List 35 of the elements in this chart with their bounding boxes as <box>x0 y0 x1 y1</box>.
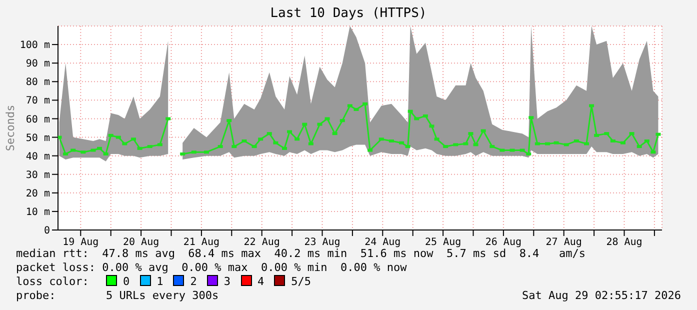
text: probe: <box>16 289 57 303</box>
text: loss color: <box>16 275 90 289</box>
y-tick-label: 50 m <box>26 132 50 144</box>
y-axis-title: Seconds <box>4 104 17 152</box>
x-tick-label: 27 Aug <box>546 237 582 248</box>
x-tick-label: 23 Aug <box>304 237 340 248</box>
text: 1 <box>156 275 164 288</box>
x-tick-label: 26 Aug <box>485 237 522 248</box>
text: 5 URLs every 300s <box>106 289 220 303</box>
y-tick-label: 100 m <box>20 40 50 52</box>
y-tick-label: 60 m <box>26 114 50 126</box>
y-tick-label: 70 m <box>26 96 50 107</box>
y-tick-label: 40 m <box>26 151 50 162</box>
x-tick-label: 22 Aug <box>244 237 280 248</box>
y-tick-label: 80 m <box>26 77 50 88</box>
x-tick-label: 20 Aug <box>122 237 160 248</box>
x-tick-label: 25 Aug <box>424 237 462 248</box>
text: 0 <box>122 275 130 288</box>
text: 2 <box>189 275 197 288</box>
x-tick-label: 19 Aug <box>62 237 99 248</box>
y-tick-label: 10 m <box>26 207 50 218</box>
x-tick-label: 24 Aug <box>364 237 401 248</box>
text: Sat Aug 29 02:55:17 2026 <box>522 289 681 303</box>
text: 3 <box>222 275 230 288</box>
chart-title: Last 10 Days (HTTPS) <box>269 6 428 21</box>
x-tick-label: 21 Aug <box>183 237 220 248</box>
x-tick-label: 28 Aug <box>606 237 642 248</box>
y-tick-label: 0 <box>44 226 50 237</box>
text: packet loss: 0.00 % avg 0.00 % max 0.00 % min 0.00 % now <box>16 261 408 275</box>
y-tick-label: 90 m <box>26 58 50 70</box>
y-tick-label: 30 m <box>26 170 50 181</box>
text: 4 <box>256 275 264 288</box>
text: median rtt: 47.8 ms avg 68.4 ms max 40.2 ms min 51.6 ms now 5.7 ms sd 8.4 am/s <box>16 247 587 261</box>
y-tick-label: 20 m <box>26 188 50 200</box>
text: 5/5 <box>290 275 311 288</box>
